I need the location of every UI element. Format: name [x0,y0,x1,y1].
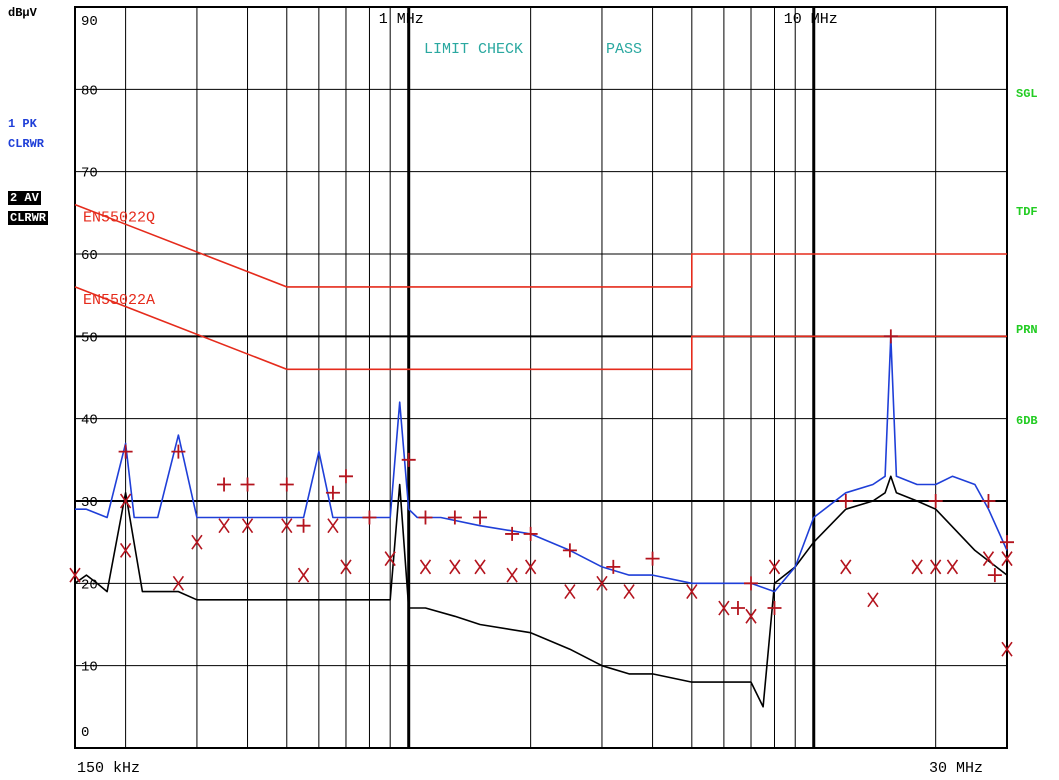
trace-1-mode: 1 PK [8,117,37,131]
marker-layer [69,329,1014,657]
marker-x [506,567,518,583]
marker-plus [362,510,377,525]
marker-x [69,567,81,583]
y-tick-label: 10 [81,660,98,676]
marker-x [718,600,730,616]
marker-plus [418,510,433,525]
marker-plus [928,494,943,508]
marker-x [911,559,923,575]
trace-2-mode: 2 AV [8,191,41,205]
marker-x [119,493,132,509]
marker-x [686,584,698,600]
marker-plus [645,551,660,566]
softkey-prn[interactable]: PRN [1016,323,1038,337]
y-tick-label: 80 [81,83,98,99]
marker-plus [447,510,462,525]
marker-plus [401,452,416,467]
trace-1-clear: CLRWR [8,137,45,151]
y-unit-label: dBµV [8,6,37,20]
marker-x [172,575,185,591]
y-tick-label: 60 [81,248,98,264]
limit-line [74,203,1007,288]
limit-line-label: EN55022A [83,292,155,309]
limit-line [74,286,1007,371]
marker-plus [296,518,311,533]
marker-plus [505,526,520,541]
marker-plus [606,559,621,574]
y-tick-label: 40 [81,413,98,429]
marker-plus [473,510,488,525]
marker-x [982,551,995,567]
marker-plus [325,485,340,500]
y-tick-label: 30 [81,495,98,511]
marker-plus [240,477,255,492]
y-tick-label: 20 [81,577,98,593]
marker-x [419,559,432,575]
marker-x [449,559,461,575]
marker-x [946,559,959,575]
limit-line-label: EN55022Q [83,210,155,227]
trace-2-label: 2 AV CLRWR [8,188,49,228]
marker-plus [730,601,745,616]
marker-x [930,559,942,575]
x-stop-label: 30 MHz [929,760,983,777]
marker-x [745,608,757,624]
marker-plus [562,543,577,558]
limit-lines: EN55022Q EN55022A [74,203,1007,371]
softkey-sgl[interactable]: SGL [1016,87,1038,101]
marker-plus [118,444,133,459]
marker-x [297,567,310,583]
softkey-tdf[interactable]: TDF [1016,205,1038,219]
marker-x [119,542,132,558]
y-tick-label: 70 [81,166,98,182]
marker-plus [744,576,759,591]
marker-x [524,559,537,575]
marker-plus [767,601,782,616]
marker-x [340,559,352,575]
marker-x [564,584,576,600]
marker-plus [883,329,898,344]
marker-plus [279,477,294,492]
axis-labels: 90 80 70 60 50 40 30 20 10 0 1 MHz 10 MHz 150 kHz 30 … [77,11,983,777]
marker-x [596,575,608,591]
trace-2-clear: CLRWR [8,211,49,225]
marker-x [768,559,781,575]
marker-plus [838,494,853,508]
marker-x [191,534,203,550]
marker-plus [1000,535,1014,550]
trace-2-line [74,475,1008,708]
limit-check-result: PASS [606,41,642,58]
marker-x [281,518,293,534]
marker-x [1001,551,1013,567]
y-tick-label: 0 [81,725,89,741]
marker-x [623,584,635,600]
plot-grid [74,6,1008,749]
x-top-label: 10 MHz [784,11,838,28]
trace-layer [74,335,1008,708]
x-top-label: 1 MHz [379,11,424,28]
softkey-6db[interactable]: 6DB [1016,414,1038,428]
marker-x [218,518,230,534]
marker-x [241,518,254,534]
y-tick-label: 90 [81,14,98,30]
marker-plus [523,526,538,541]
marker-x [1001,641,1013,657]
trace-1-label: 1 PK CLRWR [8,114,44,154]
marker-plus [338,469,353,484]
limit-check-label: LIMIT CHECK [424,41,523,58]
marker-plus [981,494,996,508]
marker-plus [217,477,232,492]
marker-plus [987,568,1002,583]
marker-x [867,592,879,608]
x-start-label: 150 kHz [77,760,140,777]
marker-x [840,559,852,575]
trace-1-line [75,335,1008,593]
marker-x [384,551,396,567]
marker-x [474,559,486,575]
y-tick-label: 50 [81,330,98,346]
marker-x [327,518,339,534]
marker-plus [171,444,186,459]
